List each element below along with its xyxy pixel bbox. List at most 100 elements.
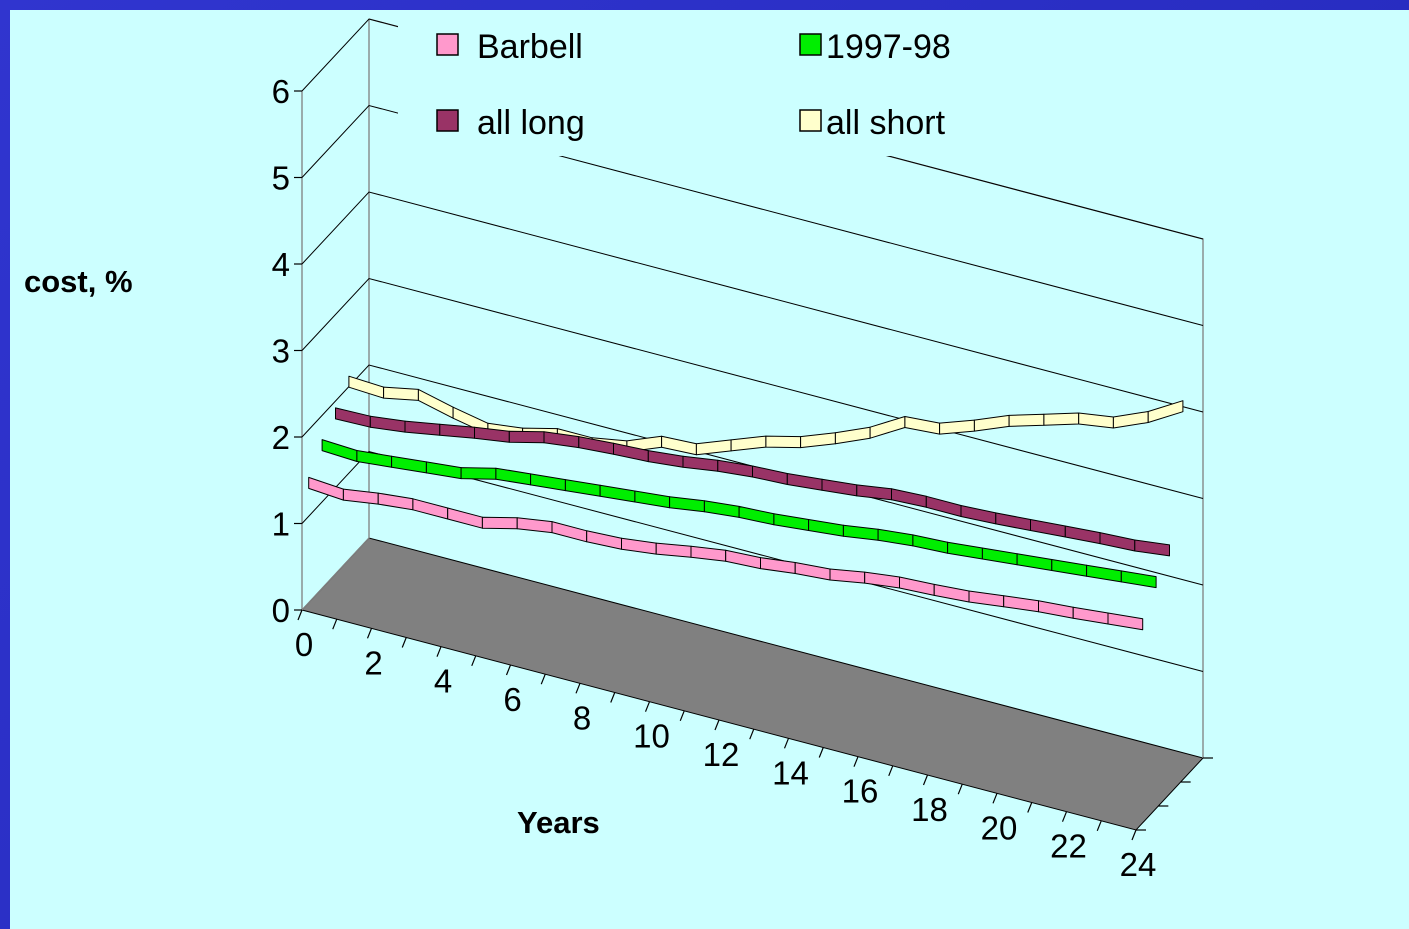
x-tick-mark <box>992 793 998 804</box>
series-segment <box>1107 612 1144 631</box>
x-tick-mark <box>749 728 755 740</box>
x-tick-mark <box>471 655 477 667</box>
x-tick-mark <box>644 701 651 712</box>
series-segment <box>939 419 975 435</box>
series-segment <box>321 439 358 462</box>
series-segment <box>690 545 727 562</box>
series-segment <box>904 416 941 435</box>
x-tick-label: 0 <box>295 626 313 663</box>
series-segment <box>1043 412 1080 426</box>
x-axis-ticks: 0 2 4 6 8 10 12 14 16 18 20 22 24 <box>295 609 1213 883</box>
series-segment <box>661 435 697 456</box>
gridline <box>301 450 1204 672</box>
x-tick-mark <box>575 683 581 694</box>
series-segment <box>821 478 858 497</box>
series-segment <box>481 516 518 530</box>
x-tick-mark <box>679 710 685 722</box>
x-tick-mark <box>505 664 512 676</box>
series-segment <box>508 430 545 444</box>
series-all-long <box>335 407 1170 557</box>
series-all-short <box>348 375 1184 456</box>
y-tick-label: 2 <box>272 419 290 456</box>
x-tick-mark <box>366 628 373 639</box>
y-tick-label: 3 <box>272 333 290 370</box>
series-segment <box>1051 559 1088 577</box>
y-tick-label: 1 <box>272 506 290 543</box>
series-segment <box>794 562 831 581</box>
series-segment <box>738 505 775 526</box>
legend-label: Barbell <box>477 28 583 66</box>
legend-swatch <box>799 33 822 56</box>
series-segment <box>1003 595 1039 613</box>
series-segment <box>1078 412 1114 429</box>
series-segment <box>703 500 740 518</box>
series-segment <box>912 534 949 554</box>
x-tick-label: 22 <box>1050 828 1087 865</box>
series-segment <box>800 432 836 449</box>
y-tick-label: 6 <box>272 73 290 110</box>
x-tick-label: 2 <box>364 644 382 681</box>
series-segment <box>995 512 1031 531</box>
series-segment <box>551 521 588 543</box>
series-segment <box>834 426 871 445</box>
x-tick-label: 6 <box>503 681 521 718</box>
legend-label: all long <box>477 104 585 142</box>
series-segment <box>933 583 970 603</box>
series-segment <box>842 524 879 541</box>
legend-label: 1997-98 <box>826 28 951 66</box>
series-segment <box>856 484 892 501</box>
y-axis-ticks: 0 1 2 3 4 5 6 <box>272 73 302 629</box>
series-segment <box>752 465 788 485</box>
series-segment <box>369 415 406 433</box>
chart-legend: Barbell 1997-98 all long all short <box>398 22 1038 156</box>
x-tick-mark <box>436 646 442 657</box>
x-tick-mark <box>888 765 894 777</box>
x-tick-mark <box>818 747 824 758</box>
series-segment <box>829 568 866 584</box>
x-tick-label: 16 <box>842 773 879 810</box>
legend-swatch <box>436 109 459 132</box>
series-segment <box>877 528 914 547</box>
series-segment <box>356 450 393 468</box>
series-segment <box>377 492 414 511</box>
series-segment <box>460 467 497 480</box>
legend-label: all short <box>826 104 946 142</box>
series-segment <box>383 386 419 401</box>
series-segment <box>717 459 753 478</box>
series-segment <box>968 590 1005 608</box>
x-tick-mark <box>401 637 407 648</box>
legend-swatch <box>799 109 822 132</box>
series-segment <box>765 435 802 449</box>
series-1997-98 <box>321 439 1157 589</box>
chart-series <box>308 375 1184 631</box>
x-tick-mark <box>1131 829 1137 841</box>
series-segment <box>947 541 983 560</box>
series-segment <box>1064 525 1101 545</box>
x-tick-label: 12 <box>703 736 740 773</box>
series-segment <box>760 557 796 574</box>
x-tick-mark <box>1061 811 1068 822</box>
x-tick-label: 18 <box>911 791 948 828</box>
x-tick-label: 20 <box>981 809 1018 846</box>
series-segment <box>308 476 344 501</box>
x-tick-mark <box>783 738 790 749</box>
series-segment <box>647 450 684 468</box>
x-tick-mark <box>332 618 338 630</box>
series-segment <box>981 547 1018 566</box>
series-segment <box>447 507 483 529</box>
series-segment <box>391 455 427 474</box>
gridline <box>301 191 1204 413</box>
y-tick-label: 4 <box>272 246 290 283</box>
x-tick-label: 14 <box>772 754 809 791</box>
series-segment <box>1147 400 1184 423</box>
gridline <box>301 364 1204 586</box>
y-tick-label: 0 <box>272 592 290 629</box>
series-segment <box>1072 606 1109 625</box>
series-segment <box>730 435 767 452</box>
gridline <box>301 104 1204 326</box>
series-segment <box>516 517 553 534</box>
series-segment <box>1086 564 1122 583</box>
x-tick-mark <box>610 692 616 703</box>
series-segment <box>586 530 622 550</box>
